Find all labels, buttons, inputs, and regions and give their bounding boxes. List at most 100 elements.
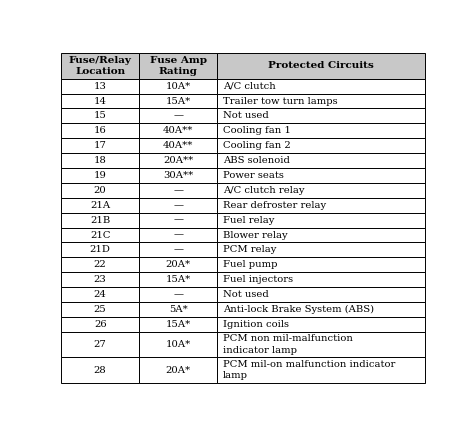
Text: Ignition coils: Ignition coils xyxy=(223,320,289,329)
Bar xyxy=(139,302,218,317)
Bar xyxy=(218,242,425,257)
Bar xyxy=(61,242,139,257)
Text: 25: 25 xyxy=(94,305,107,314)
Text: PCM non mil-malfunction
indicator lamp: PCM non mil-malfunction indicator lamp xyxy=(223,334,353,355)
Bar xyxy=(61,53,139,79)
Bar xyxy=(139,242,218,257)
Bar xyxy=(218,138,425,153)
Text: 19: 19 xyxy=(94,171,107,180)
Bar xyxy=(139,153,218,168)
Text: 23: 23 xyxy=(94,275,107,284)
Bar xyxy=(218,94,425,108)
Text: 15A*: 15A* xyxy=(166,320,191,329)
Text: 22: 22 xyxy=(94,260,107,269)
Text: 10A*: 10A* xyxy=(166,340,191,349)
Text: 20A*: 20A* xyxy=(166,260,191,269)
Text: 5A*: 5A* xyxy=(169,305,188,314)
Text: Not used: Not used xyxy=(223,111,268,121)
Bar xyxy=(139,332,218,357)
Text: 27: 27 xyxy=(94,340,107,349)
Text: 40A**: 40A** xyxy=(163,126,193,135)
Text: Fuel relay: Fuel relay xyxy=(223,216,274,225)
Text: 21C: 21C xyxy=(90,231,110,239)
Bar xyxy=(61,332,139,357)
Bar xyxy=(218,228,425,242)
Bar xyxy=(218,124,425,138)
Text: 24: 24 xyxy=(94,290,107,299)
Bar xyxy=(139,287,218,302)
Text: 13: 13 xyxy=(94,82,107,91)
Bar xyxy=(61,357,139,383)
Text: Fuel pump: Fuel pump xyxy=(223,260,277,269)
Text: Blower relay: Blower relay xyxy=(223,231,287,239)
Text: 20A*: 20A* xyxy=(166,365,191,375)
Bar xyxy=(139,124,218,138)
Bar xyxy=(139,317,218,332)
Bar xyxy=(139,108,218,124)
Bar xyxy=(139,228,218,242)
Bar xyxy=(61,79,139,94)
Bar xyxy=(61,168,139,183)
Text: 28: 28 xyxy=(94,365,107,375)
Bar xyxy=(218,257,425,272)
Bar xyxy=(61,153,139,168)
Bar xyxy=(218,302,425,317)
Bar xyxy=(61,138,139,153)
Bar xyxy=(139,138,218,153)
Text: PCM mil-on malfunction indicator
lamp: PCM mil-on malfunction indicator lamp xyxy=(223,360,395,380)
Bar xyxy=(139,53,218,79)
Text: Rear defroster relay: Rear defroster relay xyxy=(223,201,326,210)
Bar xyxy=(61,317,139,332)
Text: 17: 17 xyxy=(94,141,107,150)
Text: 40A**: 40A** xyxy=(163,141,193,150)
Text: 14: 14 xyxy=(94,96,107,105)
Text: ABS solenoid: ABS solenoid xyxy=(223,156,290,165)
Bar xyxy=(61,287,139,302)
Bar xyxy=(218,317,425,332)
Text: 20: 20 xyxy=(94,186,107,195)
Bar xyxy=(61,228,139,242)
Text: —: — xyxy=(173,216,183,225)
Bar xyxy=(218,357,425,383)
Text: Power seats: Power seats xyxy=(223,171,283,180)
Text: Fuse/Relay
Location: Fuse/Relay Location xyxy=(69,56,132,76)
Text: 30A**: 30A** xyxy=(163,171,193,180)
Text: —: — xyxy=(173,201,183,210)
Text: PCM relay: PCM relay xyxy=(223,245,276,254)
Bar xyxy=(218,198,425,213)
Text: Cooling fan 2: Cooling fan 2 xyxy=(223,141,291,150)
Bar xyxy=(61,272,139,287)
Bar xyxy=(218,168,425,183)
Text: 18: 18 xyxy=(94,156,107,165)
Bar xyxy=(139,357,218,383)
Text: Fuse Amp
Rating: Fuse Amp Rating xyxy=(150,56,207,76)
Bar xyxy=(139,94,218,108)
Text: Not used: Not used xyxy=(223,290,268,299)
Text: 16: 16 xyxy=(94,126,107,135)
Text: 26: 26 xyxy=(94,320,107,329)
Bar xyxy=(61,302,139,317)
Bar xyxy=(218,213,425,228)
Bar xyxy=(218,287,425,302)
Bar xyxy=(61,94,139,108)
Bar xyxy=(218,153,425,168)
Bar xyxy=(218,79,425,94)
Text: 21A: 21A xyxy=(90,201,110,210)
Text: 10A*: 10A* xyxy=(166,82,191,91)
Bar xyxy=(139,198,218,213)
Bar xyxy=(218,272,425,287)
Bar xyxy=(139,257,218,272)
Bar xyxy=(139,79,218,94)
Text: —: — xyxy=(173,186,183,195)
Bar xyxy=(218,332,425,357)
Bar xyxy=(218,53,425,79)
Text: 15: 15 xyxy=(94,111,107,121)
Text: —: — xyxy=(173,290,183,299)
Text: —: — xyxy=(173,111,183,121)
Text: Cooling fan 1: Cooling fan 1 xyxy=(223,126,291,135)
Text: Fuel injectors: Fuel injectors xyxy=(223,275,293,284)
Bar xyxy=(61,198,139,213)
Text: 15A*: 15A* xyxy=(166,275,191,284)
Text: A/C clutch: A/C clutch xyxy=(223,82,275,91)
Bar xyxy=(139,183,218,198)
